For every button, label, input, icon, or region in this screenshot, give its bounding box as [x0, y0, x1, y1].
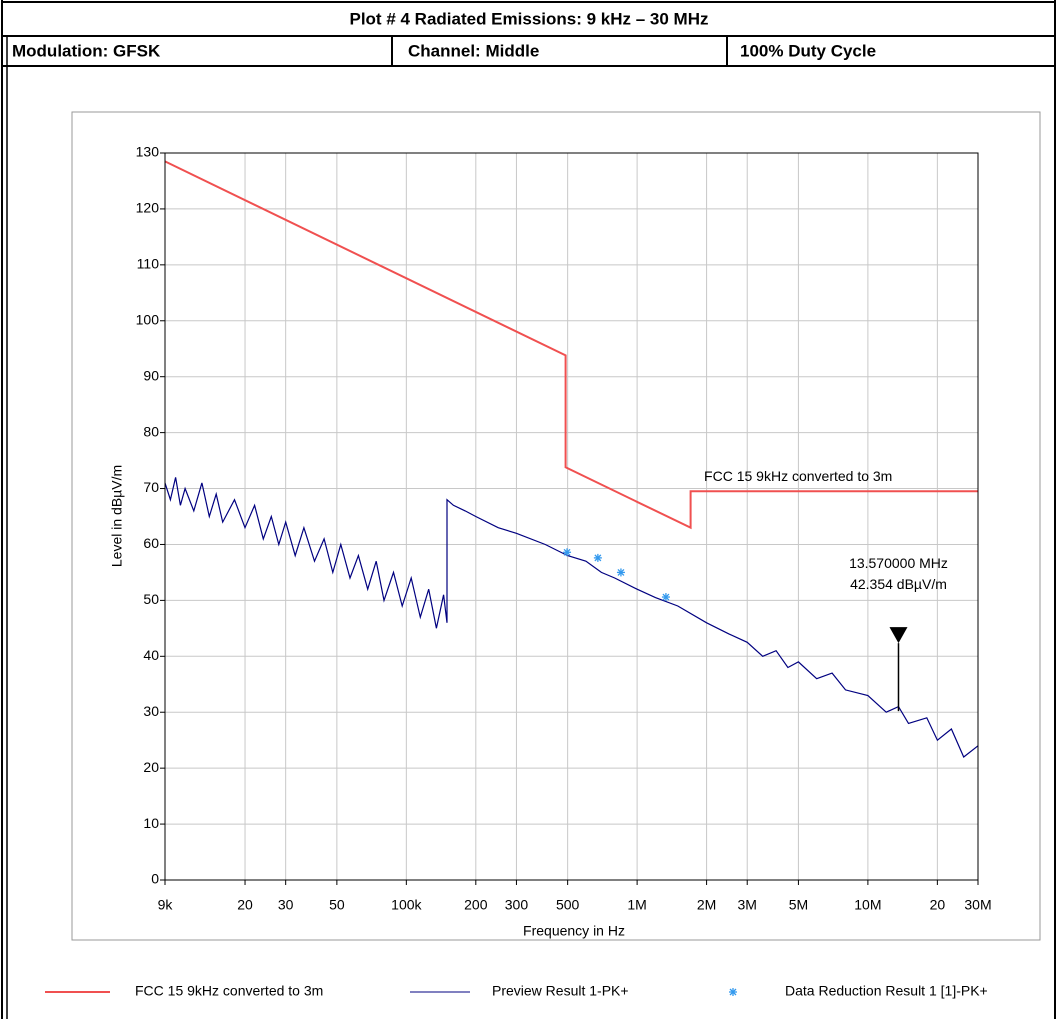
- x-tick-label: 200: [464, 897, 488, 913]
- x-tick-label: 3M: [737, 897, 756, 913]
- x-tick-label: 20: [930, 897, 946, 913]
- header-cell: Modulation: GFSK: [12, 41, 161, 60]
- header-cell: Channel: Middle: [408, 41, 539, 60]
- series-line: [164, 160, 978, 530]
- x-tick-label: 500: [556, 897, 580, 913]
- y-tick-label: 60: [143, 535, 159, 551]
- x-tick-label: 300: [505, 897, 529, 913]
- marker-triangle: [889, 627, 908, 644]
- x-tick-label: 50: [329, 897, 345, 913]
- x-tick-label: 30: [278, 897, 294, 913]
- x-tick-label: 5M: [789, 897, 808, 913]
- x-tick-label: 1M: [627, 897, 646, 913]
- y-tick-label: 70: [143, 479, 159, 495]
- x-tick-label: 100k: [391, 897, 422, 913]
- y-tick-label: 120: [136, 200, 160, 216]
- chart-box: [71, 111, 1041, 941]
- y-tick-label: 80: [143, 423, 159, 439]
- annotation: FCC 15 9kHz converted to 3m: [704, 468, 892, 484]
- y-tick-label: 50: [143, 591, 159, 607]
- series-line: [164, 477, 979, 758]
- star-marker: [729, 988, 737, 996]
- y-tick-label: 10: [143, 815, 159, 831]
- y-tick-label: 40: [143, 647, 159, 663]
- x-tick-label: 2M: [697, 897, 716, 913]
- star-marker: [563, 548, 572, 557]
- star-marker: [593, 553, 602, 562]
- y-tick-label: 130: [136, 144, 160, 160]
- star-marker: [616, 568, 625, 577]
- x-tick-label: 20: [237, 897, 253, 913]
- legend: FCC 15 9kHz converted to 3m Preview Resul…: [45, 983, 988, 999]
- plot-title: Plot # 4 Radiated Emissions: 9 kHz – 30 …: [349, 9, 708, 28]
- legend-label: Preview Result 1-PK+: [492, 983, 629, 999]
- y-axis-label: Level in dBµV/m: [109, 465, 125, 567]
- marker-label: 42.354 dBµV/m: [850, 576, 947, 592]
- x-tick-label: 10M: [854, 897, 881, 913]
- plot-frame: [164, 152, 979, 881]
- legend-label: FCC 15 9kHz converted to 3m: [135, 983, 323, 999]
- y-tick-label: 100: [136, 311, 160, 327]
- marker-label: 13.570000 MHz: [849, 555, 948, 571]
- grid: 0 10 20 30 40 50 60 70 80 90 100 110 120 130 9k 20 30 50 1…: [136, 144, 992, 913]
- y-tick-label: 110: [137, 256, 160, 272]
- y-tick-label: 90: [143, 367, 159, 383]
- y-tick-label: 0: [151, 871, 159, 887]
- legend-label: Data Reduction Result 1 [1]-PK+: [785, 983, 988, 999]
- x-tick-label: 30M: [964, 897, 991, 913]
- plot: FCC 15 9kHz converted to 3m 13.570000 MHz…: [164, 160, 979, 758]
- star-marker: [661, 593, 670, 602]
- y-tick-label: 30: [143, 703, 159, 719]
- header-cell: 100% Duty Cycle: [740, 41, 876, 60]
- y-tick-label: 20: [143, 759, 159, 775]
- x-axis-label: Frequency in Hz: [523, 923, 625, 939]
- x-tick-label: 9k: [158, 897, 174, 913]
